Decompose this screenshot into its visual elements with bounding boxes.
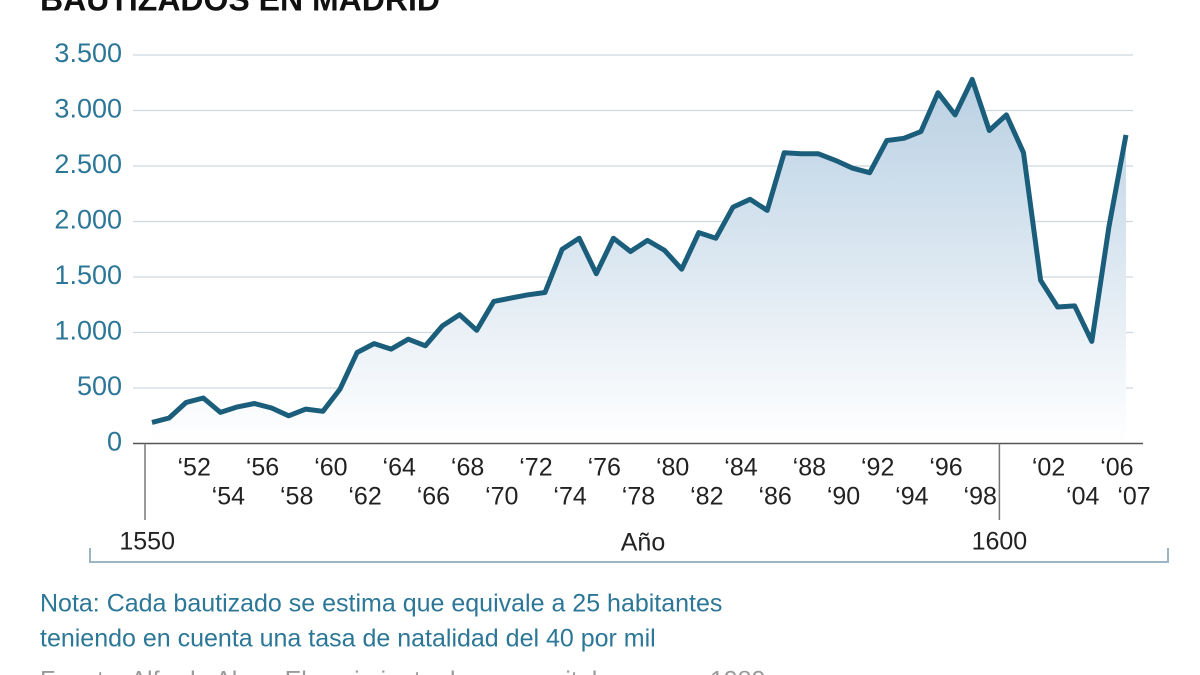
x-tick-label: ‘72 <box>519 454 552 482</box>
x-tick-label: ‘06 <box>1100 454 1133 482</box>
y-tick-label: 500 <box>77 371 122 401</box>
x-tick-label: ‘56 <box>246 454 279 482</box>
x-axis-label: Año <box>621 529 665 557</box>
x-tick-label: ‘76 <box>588 454 621 482</box>
x-tick-label: ‘52 <box>177 454 210 482</box>
x-tick-label: ‘02 <box>1032 454 1065 482</box>
x-tick-label: ‘70 <box>485 483 518 511</box>
x-tick-label: ‘96 <box>929 454 962 482</box>
note-line: Nota: Cada bautizado se estima que equiv… <box>40 590 722 618</box>
x-tick-label: ‘98 <box>964 483 997 511</box>
y-tick-label: 1.500 <box>54 260 122 290</box>
x-tick-label: ‘07 <box>1117 483 1150 511</box>
plot-area: 0 500 1.000 1.500 2.000 2.500 3.000 3.500 ‘52‘54… <box>54 38 1150 555</box>
x-tick-label: ‘90 <box>827 483 860 511</box>
century-label: 1550 <box>119 528 175 556</box>
x-tick-label: ‘80 <box>656 454 689 482</box>
y-tick-label: 0 <box>107 427 122 457</box>
y-tick-label: 1.000 <box>54 316 122 346</box>
line <box>151 76 1129 425</box>
y-tick-label: 2.000 <box>54 205 122 235</box>
x-tick-label: ‘92 <box>861 454 894 482</box>
y-tick-label: 3.000 <box>54 94 122 124</box>
note-line: teniendo en cuenta una tasa de natalidad… <box>40 625 656 653</box>
y-tick-label: 3.500 <box>54 38 122 68</box>
x-tick-label: ‘88 <box>793 454 826 482</box>
y-tick-label: 2.500 <box>54 149 122 179</box>
x-tick-label: ‘82 <box>690 483 723 511</box>
x-tick-label: ‘64 <box>383 454 416 482</box>
x-tick-label: ‘60 <box>314 454 347 482</box>
x-tick-label: ‘62 <box>348 483 381 511</box>
x-tick-label: ‘04 <box>1066 483 1099 511</box>
century-label: 1600 <box>972 528 1028 556</box>
source: Fuente: Alfredo Alvar, El nacimiento de … <box>40 667 766 675</box>
x-tick-label: ‘54 <box>212 483 245 511</box>
chart-title: BAUTIZADOS EN MADRID <box>40 0 440 17</box>
x-tick-label: ‘94 <box>895 483 928 511</box>
x-tick-label: ‘66 <box>417 483 450 511</box>
x-tick-label: ‘74 <box>553 483 586 511</box>
x-tick-label: ‘68 <box>451 454 484 482</box>
x-tick-label: ‘78 <box>622 483 655 511</box>
x-tick-label: ‘58 <box>280 483 313 511</box>
timeline-bracket <box>89 548 1169 563</box>
x-tick-label: ‘86 <box>758 483 791 511</box>
x-tick-label: ‘84 <box>724 454 757 482</box>
area-fill <box>152 79 1126 444</box>
